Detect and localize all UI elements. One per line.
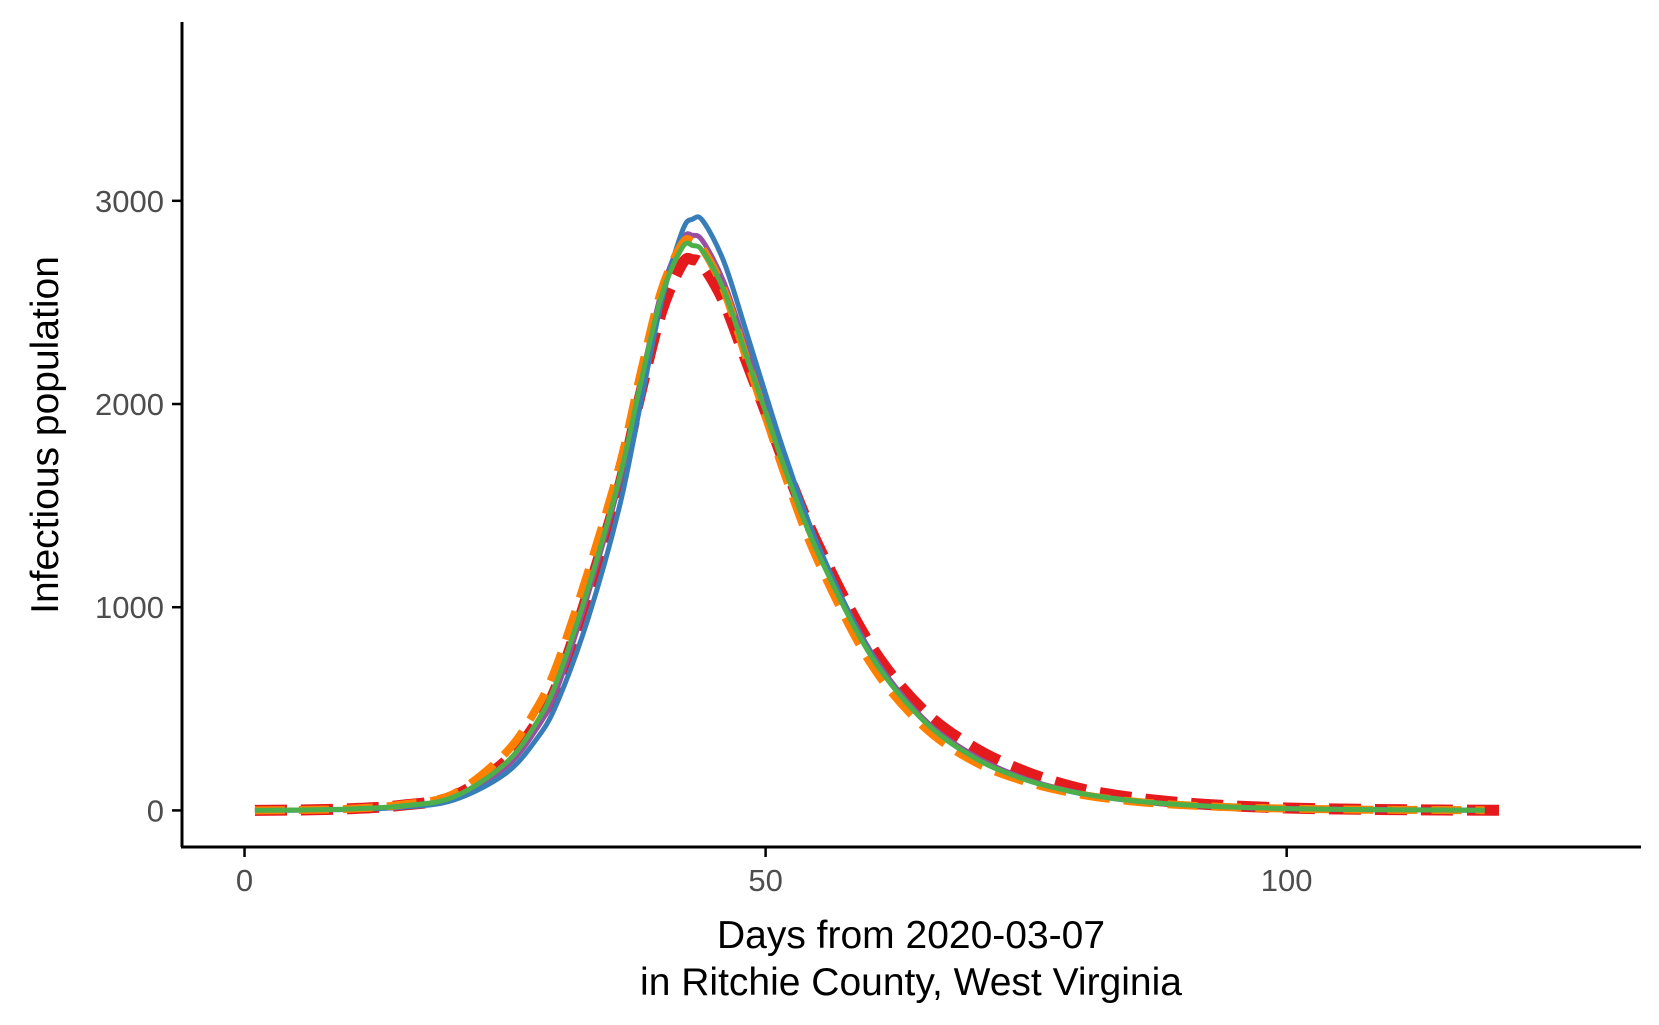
y-tick-label: 3000 bbox=[95, 184, 164, 219]
series-line-2 bbox=[254, 231, 1485, 813]
y-tick-label: 0 bbox=[147, 793, 164, 828]
y-tick-label: 2000 bbox=[95, 387, 164, 422]
y-tick-label: 1000 bbox=[95, 590, 164, 625]
series-line-4 bbox=[254, 235, 1485, 815]
x-axis-title-line2: in Ritchie County, West Virginia bbox=[640, 961, 1182, 1004]
series-line-1 bbox=[254, 252, 1506, 816]
x-tick-label: 100 bbox=[1261, 863, 1313, 898]
series-layer bbox=[254, 214, 1506, 816]
series-line-3 bbox=[254, 214, 1485, 813]
x-tick-label: 0 bbox=[236, 863, 253, 898]
x-tick-label: 50 bbox=[748, 863, 782, 898]
x-axis-title: Days from 2020-03-07 bbox=[717, 914, 1105, 957]
y-axis-title: Infectious population bbox=[24, 256, 67, 614]
series-line-5 bbox=[254, 240, 1485, 813]
